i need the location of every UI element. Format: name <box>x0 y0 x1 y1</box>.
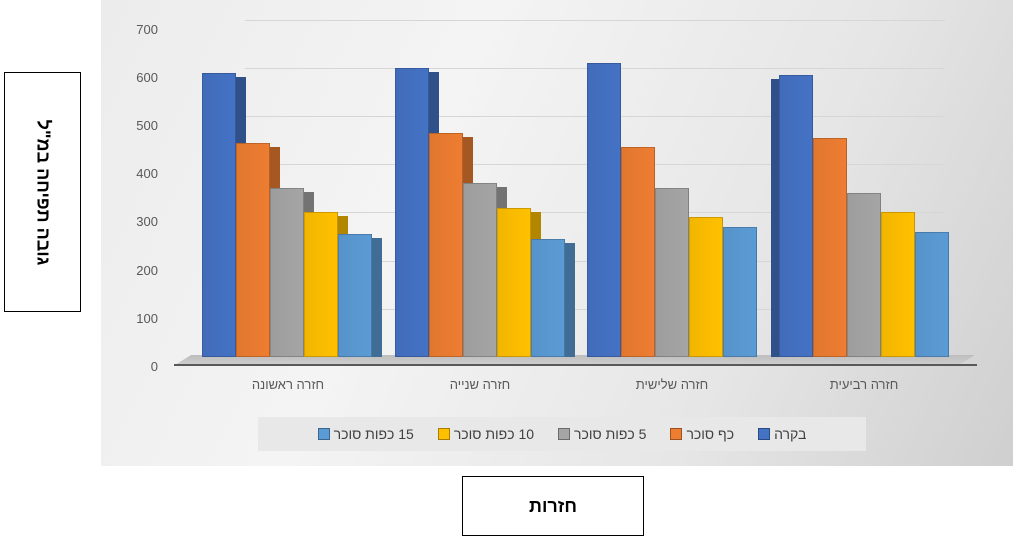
bar <box>881 212 915 357</box>
bar <box>395 67 439 357</box>
legend-swatch-icon <box>758 428 771 440</box>
legend-label: 10 כפות סוכר <box>453 426 535 442</box>
y-tick-label: 600 <box>136 69 158 85</box>
bar <box>429 132 473 357</box>
x-category-label: חזרה ראשונה <box>251 377 325 392</box>
legend-item: 5 כפות סוכר <box>558 426 646 442</box>
y-axis-title: גובה תפיחה במ"ל <box>33 119 53 265</box>
legend-label: 5 כפות סוכר <box>574 426 647 442</box>
legend-label: כף סוכר <box>686 426 735 442</box>
gridline <box>245 19 945 21</box>
legend-swatch-icon <box>670 428 683 440</box>
x-category-label: חזרה שנייה <box>449 377 511 392</box>
y-tick-label: 300 <box>136 214 158 230</box>
y-tick-label: 700 <box>136 21 158 37</box>
bar <box>689 217 723 357</box>
legend: בקרה כף סוכר 5 כפות סוכר 10 כפות סוכר 15 כפו… <box>258 417 866 451</box>
legend-swatch-icon <box>437 428 450 440</box>
bar <box>270 188 314 357</box>
bar <box>813 137 847 357</box>
x-axis-title: חזרות <box>529 495 577 516</box>
chart-floor <box>175 355 975 365</box>
legend-swatch-icon <box>558 428 571 440</box>
legend-item: בקרה <box>758 426 806 442</box>
y-tick-label: 500 <box>136 118 158 133</box>
bar <box>587 62 621 357</box>
legend-item: 15 כפות סוכר <box>317 426 414 442</box>
bar <box>621 147 655 357</box>
legend-item: כף סוכר <box>670 426 734 442</box>
legend-label: 15 כפות סוכר <box>333 426 414 442</box>
y-tick-label: 100 <box>136 310 158 326</box>
x-category-label: חזרה שלישית <box>635 377 709 392</box>
bar <box>847 193 881 357</box>
bar <box>463 183 507 357</box>
bar <box>771 75 813 357</box>
bar <box>304 212 348 357</box>
bar <box>723 226 757 357</box>
legend-item: 10 כפות סוכר <box>437 426 535 442</box>
y-tick-label: 0 <box>150 359 158 374</box>
legend-label: בקרה <box>774 426 807 442</box>
x-axis-line <box>174 364 977 366</box>
x-category-label: חזרה רביעית <box>829 377 899 392</box>
bar <box>338 234 382 357</box>
y-axis-title-box: גובה תפיחה במ"ל <box>4 72 81 312</box>
x-axis-title-box: חזרות <box>462 476 644 536</box>
bar <box>497 207 541 357</box>
bar <box>531 238 575 357</box>
y-tick-label: 200 <box>136 262 158 278</box>
bar <box>236 142 280 357</box>
y-tick-label: 400 <box>136 166 158 182</box>
legend-swatch-icon <box>317 428 330 440</box>
bar <box>655 188 689 357</box>
bar <box>915 231 949 357</box>
bar <box>202 72 246 357</box>
